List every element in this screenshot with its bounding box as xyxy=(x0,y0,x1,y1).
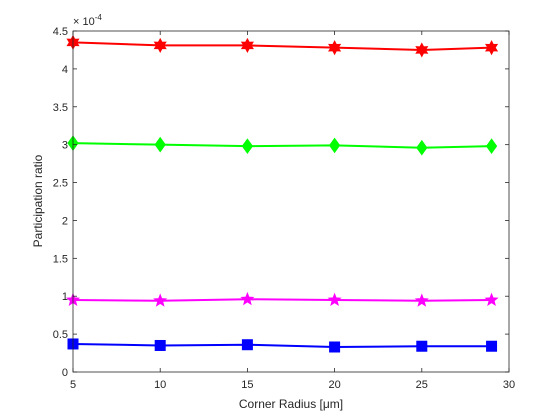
y-tick-label: 3 xyxy=(62,140,68,152)
y-tick-label: 4.5 xyxy=(53,26,68,38)
data-point-hexagram xyxy=(153,37,167,53)
data-point-hexagram xyxy=(328,40,342,56)
series-line xyxy=(72,142,492,149)
y-tick-label: 0.5 xyxy=(53,329,68,341)
y-tick-label: 4 xyxy=(62,64,68,76)
data-point-pentagram xyxy=(153,293,168,307)
exponent-power: -4 xyxy=(95,13,103,22)
data-point-hexagram xyxy=(240,37,254,53)
data-point-diamond xyxy=(241,138,254,155)
data-point-diamond xyxy=(485,138,498,155)
y-tick-label: 2 xyxy=(62,215,68,227)
data-point-square xyxy=(329,341,341,353)
data-point-pentagram xyxy=(414,293,429,307)
data-point-diamond xyxy=(328,137,341,154)
x-tick-label: 5 xyxy=(70,379,76,391)
exponent-label: × 10-4 xyxy=(73,13,102,28)
x-tick-label: 25 xyxy=(416,379,428,391)
axes-box xyxy=(72,30,510,373)
x-ticks: 5 10 15 20 25 30 xyxy=(70,31,515,391)
y-axis-label: Participation ratio xyxy=(31,154,45,247)
data-point-square xyxy=(241,339,253,351)
series-line xyxy=(72,298,492,302)
x-tick-label: 30 xyxy=(503,379,515,391)
x-axis-label: Corner Radius [μm] xyxy=(239,397,343,411)
data-point-square xyxy=(486,340,498,352)
y-tick-label: 3.5 xyxy=(53,102,68,114)
x-tick-label: 10 xyxy=(154,379,166,391)
data-point-pentagram xyxy=(240,291,255,306)
data-point-square xyxy=(416,340,428,352)
y-tick-label: 2.5 xyxy=(53,178,68,190)
axes-layer xyxy=(72,30,510,373)
data-point-diamond xyxy=(154,136,166,153)
x-tick-label: 20 xyxy=(328,379,340,391)
data-point-pentagram xyxy=(484,292,499,306)
series-line xyxy=(72,41,492,51)
data-point-hexagram xyxy=(415,42,429,58)
plot-area xyxy=(73,31,509,372)
data-point-diamond xyxy=(416,139,428,156)
data-point-hexagram xyxy=(485,40,499,56)
y-tick-label: 1.5 xyxy=(53,253,68,265)
data-point-square xyxy=(154,339,166,351)
y-ticks: 0 0.5 1 1.5 2 2.5 3 3.5 4 4.5 xyxy=(53,26,509,379)
y-tick-label: 1 xyxy=(62,291,68,303)
data-point-pentagram xyxy=(327,292,342,306)
x-tick-label: 15 xyxy=(241,379,253,391)
series-line xyxy=(72,342,492,348)
y-tick-label: 0 xyxy=(62,367,68,379)
